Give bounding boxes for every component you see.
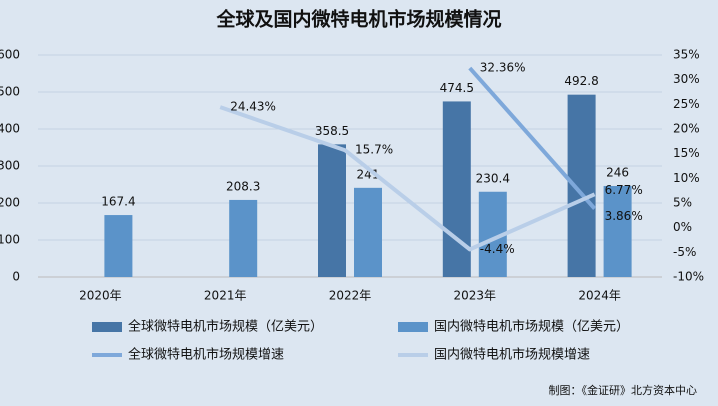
y2-tick-label: -10% — [673, 270, 704, 284]
bar — [354, 187, 382, 277]
x-tick-label: 2021年 — [204, 289, 247, 303]
line-value-label: 15.7% — [355, 143, 393, 157]
growth-line — [468, 66, 597, 210]
line-value-label: 24.43% — [230, 100, 276, 114]
bar — [104, 215, 133, 277]
y2-tick-label: 0% — [673, 220, 692, 234]
bar-value-label: 474.5 — [440, 81, 474, 95]
x-tick-label: 2024年 — [578, 289, 621, 303]
x-tick-label: 2020年 — [79, 289, 122, 303]
y2-tick-label: 30% — [673, 72, 700, 86]
bar — [318, 144, 346, 277]
bar-value-label: 208.3 — [226, 179, 260, 193]
y2-tick-label: 15% — [673, 146, 700, 160]
y-tick-label: 0 — [12, 270, 20, 284]
y2-tick-label: 20% — [673, 122, 700, 136]
source-note: 制图：《金证研》北方资本中心 — [549, 383, 698, 397]
line-value-label: 32.36% — [480, 61, 526, 75]
y-tick-label: 500 — [0, 85, 20, 99]
legend-label: 全球微特电机市场规模增速 — [128, 347, 284, 363]
y2-tick-label: -5% — [673, 245, 696, 259]
bar — [229, 199, 258, 277]
bar — [442, 101, 471, 277]
legend-label: 国内微特电机市场规模增速 — [434, 347, 590, 363]
bar-value-label: 246 — [606, 165, 629, 179]
line-value-label: 3.86% — [605, 209, 643, 223]
y2-tick-label: 25% — [673, 97, 700, 111]
legend-swatch — [92, 322, 122, 332]
line-value-label: -4.4% — [480, 242, 515, 256]
legend-label: 全球微特电机市场规模（亿美元） — [128, 319, 323, 335]
y-tick-label: 400 — [0, 122, 20, 136]
bar — [603, 185, 632, 277]
y2-tick-label: 10% — [673, 171, 700, 185]
bar-value-label: 167.4 — [101, 195, 135, 209]
x-tick-label: 2023年 — [454, 289, 497, 303]
y-tick-label: 600 — [0, 48, 20, 62]
x-tick-label: 2022年 — [329, 289, 372, 303]
legend-label: 国内微特电机市场规模（亿美元） — [434, 319, 629, 335]
y2-tick-label: 5% — [673, 196, 692, 210]
y2-tick-label: 35% — [673, 48, 700, 62]
bar-value-label: 492.8 — [564, 74, 598, 88]
y-tick-label: 100 — [0, 233, 20, 247]
line-value-label: 6.77% — [605, 183, 643, 197]
y-tick-label: 200 — [0, 196, 20, 210]
chart-title: 全球及国内微特电机市场规模情况 — [215, 8, 501, 31]
legend-swatch — [398, 322, 428, 332]
growth-line — [219, 105, 596, 252]
bar-value-label: 230.4 — [476, 171, 510, 185]
y-tick-label: 300 — [0, 159, 20, 173]
bar-value-label: 358.5 — [315, 124, 349, 138]
